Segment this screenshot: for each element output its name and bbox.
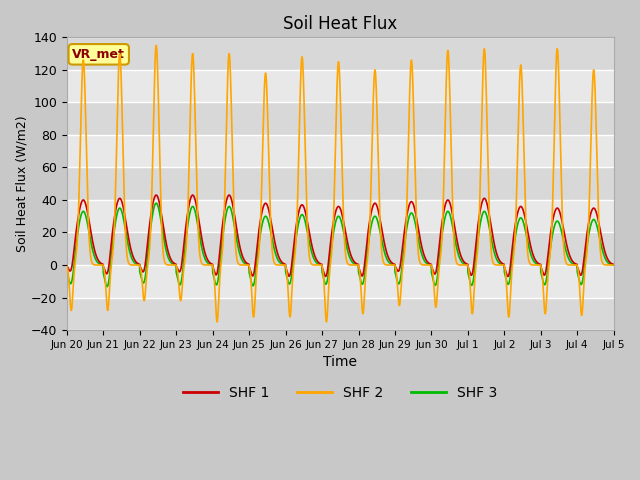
Bar bbox=[67, 200, 614, 232]
Bar bbox=[67, 232, 614, 265]
Bar bbox=[67, 70, 614, 102]
Bar bbox=[67, 135, 614, 168]
Bar bbox=[67, 37, 614, 70]
Bar bbox=[67, 298, 614, 330]
Legend: SHF 1, SHF 2, SHF 3: SHF 1, SHF 2, SHF 3 bbox=[178, 380, 503, 405]
Y-axis label: Soil Heat Flux (W/m2): Soil Heat Flux (W/m2) bbox=[15, 115, 28, 252]
X-axis label: Time: Time bbox=[323, 355, 357, 369]
Text: VR_met: VR_met bbox=[72, 48, 125, 61]
Bar bbox=[67, 102, 614, 135]
Bar bbox=[67, 265, 614, 298]
Bar bbox=[67, 168, 614, 200]
Title: Soil Heat Flux: Soil Heat Flux bbox=[283, 15, 397, 33]
